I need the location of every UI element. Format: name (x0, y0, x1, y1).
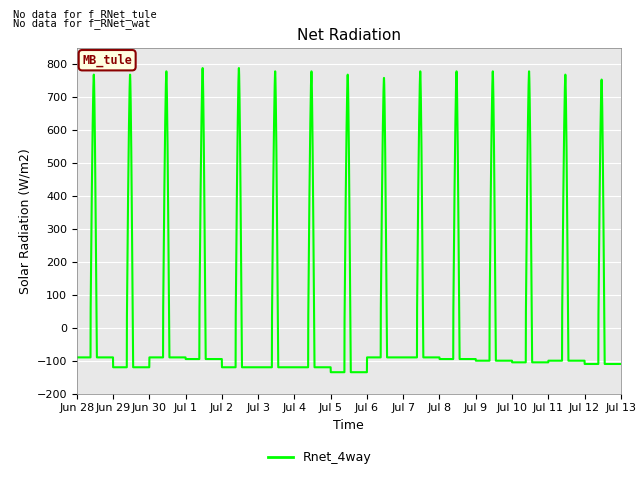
Text: No data for f_RNet_wat: No data for f_RNet_wat (13, 18, 150, 29)
Y-axis label: Solar Radiation (W/m2): Solar Radiation (W/m2) (18, 148, 31, 294)
Legend: Rnet_4way: Rnet_4way (263, 446, 377, 469)
Text: MB_tule: MB_tule (82, 54, 132, 67)
Text: No data for f_RNet_tule: No data for f_RNet_tule (13, 9, 157, 20)
Title: Net Radiation: Net Radiation (297, 28, 401, 43)
X-axis label: Time: Time (333, 419, 364, 432)
